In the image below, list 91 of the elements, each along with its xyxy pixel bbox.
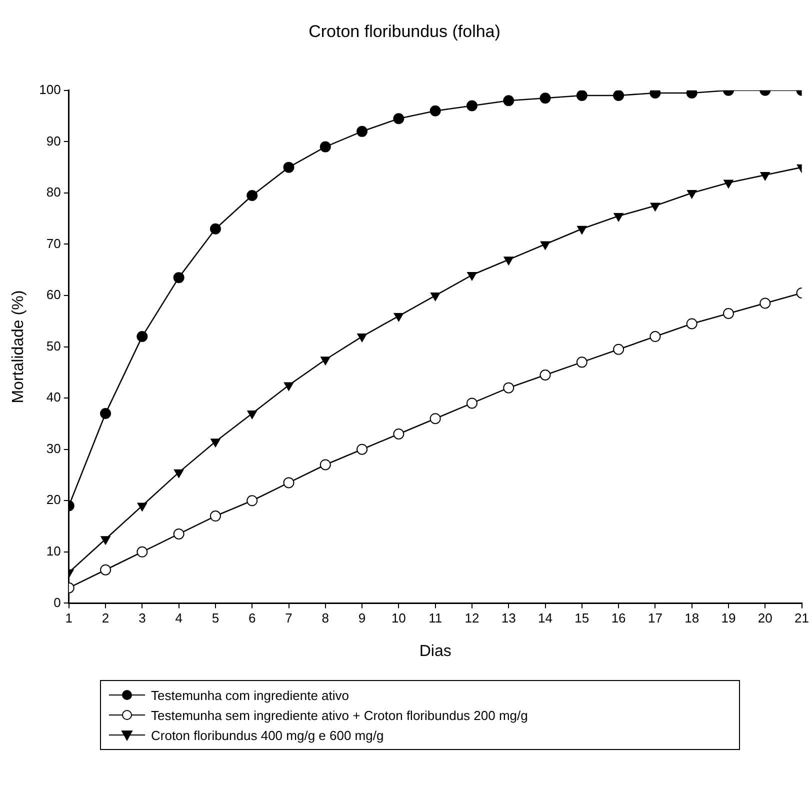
point [430, 292, 440, 302]
point [173, 272, 184, 284]
y-tick-label: 70 [46, 236, 61, 251]
point [503, 95, 514, 106]
point [466, 398, 478, 409]
point [760, 172, 770, 181]
x-tick-label: 8 [322, 610, 330, 626]
y-tick-label: 100 [39, 82, 61, 97]
x-tick-label: 15 [574, 610, 590, 626]
point [760, 298, 771, 309]
x-tick-label: 1 [65, 610, 73, 626]
y-tick-label: 10 [46, 544, 61, 558]
y-tick-label: 50 [46, 338, 61, 354]
point [577, 226, 587, 234]
point [394, 313, 404, 322]
point [467, 272, 477, 281]
point [210, 438, 220, 448]
y-tick-label: 60 [46, 287, 61, 302]
point [540, 241, 550, 250]
x-tick-label: 20 [758, 610, 772, 626]
legend-label: Testemunha sem ingrediente ativo + Croton floribundus 200 mg/g [151, 708, 528, 722]
point [137, 502, 148, 512]
point [540, 92, 551, 104]
x-tick-label: 5 [212, 610, 220, 626]
y-tick-label: 20 [46, 492, 61, 508]
point [356, 444, 368, 455]
point [430, 105, 441, 116]
point [284, 382, 294, 391]
point [722, 308, 734, 319]
point [100, 408, 112, 419]
point [246, 495, 258, 506]
x-tick-label: 10 [391, 610, 406, 626]
point [576, 356, 588, 368]
point [650, 202, 660, 212]
point [393, 428, 404, 440]
x-tick-label: 6 [248, 610, 256, 626]
point [136, 331, 148, 342]
y-tick-label: 90 [46, 133, 61, 148]
point [320, 141, 331, 152]
point [173, 528, 184, 540]
x-tick-label: 11 [428, 610, 442, 626]
x-tick-label: 14 [538, 610, 552, 626]
point [576, 90, 588, 102]
x-tick-label: 21 [794, 610, 810, 626]
x-tick-label: 7 [285, 610, 292, 626]
point [283, 162, 294, 173]
point [247, 410, 257, 419]
x-tick-label: 9 [358, 610, 366, 626]
point [650, 331, 661, 342]
x-tick-label: 16 [611, 610, 626, 626]
legend-label: Croton floribundus 400 mg/g e 600 mg/g [151, 728, 384, 742]
x-tick-label: 18 [684, 610, 700, 626]
x-axis-title: Dias [419, 642, 452, 660]
point [687, 190, 697, 198]
x-tick-label: 19 [721, 610, 736, 626]
point [503, 382, 514, 394]
point [100, 536, 110, 545]
point [357, 334, 367, 342]
x-tick-label: 12 [464, 610, 480, 626]
point [540, 370, 551, 381]
x-tick-label: 17 [648, 610, 662, 626]
chart-title: Croton floribundus (folha) [308, 22, 500, 41]
y-axis-title: Mortalidade (%) [10, 290, 28, 404]
point [356, 126, 368, 137]
x-tick-label: 13 [501, 610, 516, 626]
y-tick-label: 0 [54, 594, 61, 610]
point [393, 113, 404, 124]
point [466, 100, 478, 112]
point [320, 356, 330, 366]
x-tick-label: 4 [175, 610, 182, 626]
y-tick-label: 30 [46, 440, 61, 456]
point [613, 90, 624, 102]
legend-label: Testemunha com ingrediente ativo [151, 688, 350, 702]
x-tick-label: 2 [102, 610, 110, 626]
point [174, 469, 184, 478]
y-tick-label: 40 [46, 390, 61, 405]
point [283, 477, 294, 488]
point [320, 459, 331, 470]
y-tick-label: 80 [46, 184, 61, 200]
point [136, 546, 148, 558]
point [246, 190, 258, 202]
x-tick-label: 3 [138, 610, 146, 626]
point [613, 344, 624, 355]
point [430, 413, 441, 424]
point [504, 256, 514, 266]
point [614, 213, 624, 222]
point [100, 564, 112, 576]
point [210, 223, 221, 234]
point [686, 318, 698, 330]
point [724, 180, 734, 188]
point [210, 510, 221, 522]
